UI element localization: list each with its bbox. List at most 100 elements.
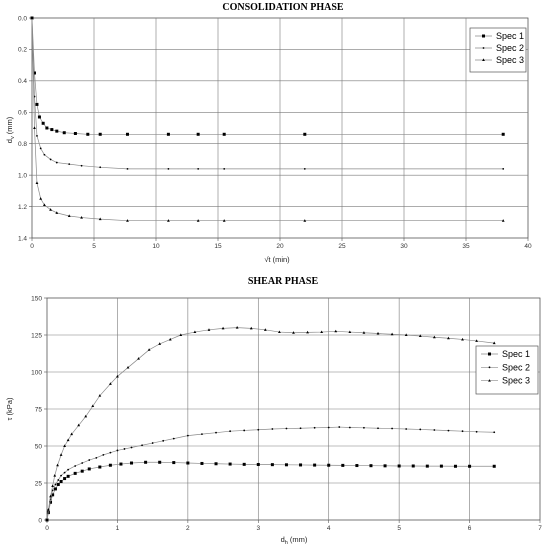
consolidation-ytick-label: 0.6: [18, 110, 27, 117]
consolidation-series-1-point: [222, 132, 226, 136]
shear-series-3-point: [51, 484, 55, 487]
consolidation-series-3-point: [33, 126, 36, 129]
consolidation-xtick-label: 25: [338, 243, 346, 250]
shear-series: [45, 326, 496, 522]
consolidation-series-1-point: [50, 128, 54, 132]
shear-grid: [46, 297, 541, 521]
shear-series-3-point: [249, 326, 253, 330]
shear-series-1-point: [228, 462, 232, 466]
consolidation-series-3-point: [39, 197, 43, 200]
consolidation-series-3: [30, 16, 505, 222]
shear-series-2-point: [447, 429, 450, 432]
shear-series-1-point: [51, 493, 55, 497]
consolidation-legend-box: [469, 27, 527, 73]
shear-series-3-point: [404, 333, 408, 336]
shear-xtick-label: 4: [327, 525, 331, 532]
consolidation-series-3-point: [55, 211, 59, 214]
shear-series-1-point: [439, 464, 443, 468]
consolidation-ylabel-main: d: [5, 139, 14, 143]
shear-series-3-point: [63, 444, 67, 447]
shear-series-1-point: [369, 464, 373, 468]
consolidation-series-1-point: [196, 132, 200, 136]
shear-ytick-label: 100: [31, 369, 42, 376]
shear-legend-label: Spec 1: [502, 349, 530, 359]
consolidation-series-1-point: [98, 132, 102, 136]
consolidation-series-2-point: [55, 161, 58, 164]
shear-series-3-point: [292, 331, 295, 334]
shear-series-3-point: [137, 357, 140, 360]
consolidation-series-1-point: [45, 126, 49, 130]
consolidation-series-3-point: [67, 214, 71, 217]
consolidation-series-3-point: [98, 217, 102, 221]
shear-series-1-point: [411, 464, 415, 468]
shear-series-1-point: [383, 464, 387, 468]
consolidation-series-2-point: [303, 167, 306, 170]
shear-series-2-point: [95, 456, 98, 459]
shear-ytick-label: 50: [35, 443, 43, 450]
consolidation-series-2-point: [39, 147, 42, 150]
consolidation-series-1-line: [31, 17, 504, 135]
shear-series-2-point: [57, 479, 60, 481]
shear-series-1-point: [397, 464, 401, 468]
consolidation-ytick-label: 0.4: [18, 78, 27, 85]
consolidation-series-3-point: [167, 219, 170, 222]
consolidation-series-1: [30, 16, 505, 136]
shear-legend-label: Spec 3: [502, 376, 530, 386]
shear-series-1-point: [130, 461, 134, 465]
consolidation-ylabel-unit: (mm): [5, 116, 14, 134]
shear-xtick-label: 0: [45, 525, 49, 532]
consolidation-series-2-point: [68, 163, 71, 166]
consolidation-series-3-point: [80, 215, 83, 219]
consolidation-series-1-point: [166, 132, 170, 136]
shear-xlabel-sub: h: [285, 540, 288, 546]
consolidation-ylabel: dv (mm): [5, 116, 16, 143]
consolidation-series-2-point: [49, 158, 52, 161]
consolidation-series-3-point: [303, 219, 307, 222]
shear-series-3-line: [46, 327, 495, 521]
consolidation-series-2-point: [99, 166, 102, 169]
shear-series-1-point: [355, 464, 359, 468]
consolidation-xlabel: √t (min): [264, 255, 290, 264]
consolidation-xtick-label: 10: [152, 243, 160, 250]
shear-xtick-label: 6: [468, 525, 472, 532]
consolidation-legend-marker: [482, 34, 485, 38]
shear-series-1-point: [66, 474, 70, 478]
shear-series-2-point: [215, 431, 217, 434]
shear-series-3-point: [168, 337, 172, 341]
shear-series-3-point: [235, 326, 239, 329]
shear-series-3-point: [306, 330, 309, 334]
shear-series-1-point: [270, 463, 274, 467]
shear-series-3-point: [84, 414, 88, 418]
shear-series-2-point: [271, 428, 274, 430]
shear-series-2-point: [63, 471, 66, 474]
shear-series-2-point: [116, 449, 119, 452]
consolidation-series-2-point: [43, 153, 46, 156]
shear-xtick-label: 7: [538, 525, 542, 532]
shear-chart: SHEAR PHASE dh (mm) τ (kPa) 0 1 2 3 4 5 6 7 0 25 50…: [5, 276, 542, 546]
shear-series-2-point: [141, 444, 143, 447]
consolidation-series-2-point: [80, 164, 83, 167]
shear-series-3-point: [116, 374, 119, 378]
shear-series-3-point: [98, 394, 102, 397]
shear-series-3-point: [147, 348, 151, 351]
consolidation-xtick-label: 5: [92, 243, 96, 250]
shear-series-3-point: [348, 330, 352, 334]
shear-series-1: [45, 460, 496, 522]
shear-series-2-point: [348, 426, 351, 429]
shear-xlabel-main: d: [281, 535, 285, 544]
consolidation-series-3-point: [49, 208, 52, 211]
consolidation-series-1-point: [41, 121, 45, 125]
shear-series-1-point: [186, 461, 190, 465]
shear-series-3-point: [108, 382, 112, 385]
shear-series-1-point: [425, 464, 429, 468]
shear-series-2-point: [405, 428, 408, 430]
shear-xtick-label: 5: [397, 525, 401, 532]
shear-series-2-point: [109, 451, 112, 454]
consolidation-legend-marker: [482, 58, 485, 61]
shear-series-1-point: [313, 463, 317, 467]
shear-series-3-point: [56, 463, 59, 467]
shear-series-2-point: [391, 427, 393, 430]
shear-series-3-point: [91, 404, 95, 408]
shear-series-3-point: [461, 337, 464, 341]
shear-series-1-point: [144, 460, 148, 464]
